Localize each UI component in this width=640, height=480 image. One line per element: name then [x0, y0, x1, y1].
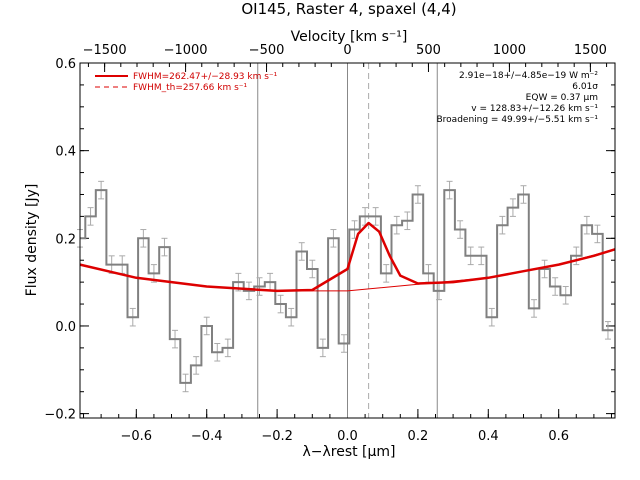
legend-text-fwhm: FWHM=262.47+/−28.93 km s⁻¹: [133, 72, 278, 82]
legend: FWHM=262.47+/−28.93 km s⁻¹ FWHM_th=257.6…: [95, 72, 278, 93]
top-tick-label: 0: [343, 43, 351, 58]
annotation-velocity: v = 128.83+/−12.26 km s⁻¹: [471, 104, 598, 114]
fit-curve: [79, 221, 616, 293]
top-tick-label: 1000: [493, 43, 526, 58]
error-bars: [77, 180, 611, 393]
y-tick-label: −0.2: [44, 408, 76, 423]
legend-text-fwhm-th: FWHM_th=257.66 km s⁻¹: [133, 83, 248, 93]
chart-title: OI145, Raster 4, spaxel (4,4): [241, 0, 456, 18]
top-axis-title: Velocity [km s⁻¹]: [291, 29, 408, 45]
x-tick-label: 0.0: [337, 429, 358, 444]
bottom-axis-ticks: −0.6 −0.4 −0.2 0.0 0.2 0.4 0.6: [83, 409, 612, 444]
top-tick-label: 500: [416, 43, 441, 58]
x-tick-label: −0.2: [261, 429, 293, 444]
y-tick-label: 0.2: [55, 232, 76, 247]
series-layer: [79, 189, 616, 384]
reference-lines: [257, 63, 438, 418]
annotations: 2.91e−18+/−4.85e−19 W m⁻² 6.01σ EQW = 0.…: [437, 71, 599, 125]
top-axis-ticks: −1500 −1000 −500 0 500 1000 1500: [83, 43, 608, 72]
spectrum-step-line: [80, 189, 614, 384]
annotation-sigma: 6.01σ: [572, 82, 598, 92]
y-axis-title: Flux density [Jy]: [24, 184, 40, 297]
x-tick-label: 0.2: [408, 429, 429, 444]
annotation-eqw: EQW = 0.37 μm: [526, 93, 598, 103]
y-tick-label: 0.6: [55, 57, 76, 72]
top-tick-label: 1500: [574, 43, 607, 58]
x-tick-label: −0.4: [191, 429, 223, 444]
y-tick-label: 0.4: [55, 145, 76, 160]
annotation-broadening: Broadening = 49.99+/−5.51 km s⁻¹: [437, 115, 599, 125]
top-tick-label: −1500: [83, 43, 127, 58]
x-axis-title: λ−λrest [μm]: [302, 444, 395, 460]
top-tick-label: −500: [249, 43, 285, 58]
annotation-flux: 2.91e−18+/−4.85e−19 W m⁻²: [459, 71, 598, 81]
x-tick-label: −0.6: [121, 429, 153, 444]
y-tick-label: 0.0: [55, 320, 76, 335]
left-axis-ticks: −0.2 0.0 0.2 0.4 0.6: [44, 57, 615, 423]
x-tick-label: 0.4: [478, 429, 499, 444]
x-tick-label: 0.6: [548, 429, 569, 444]
top-tick-label: −1000: [164, 43, 208, 58]
plot-frame: [79, 62, 616, 419]
